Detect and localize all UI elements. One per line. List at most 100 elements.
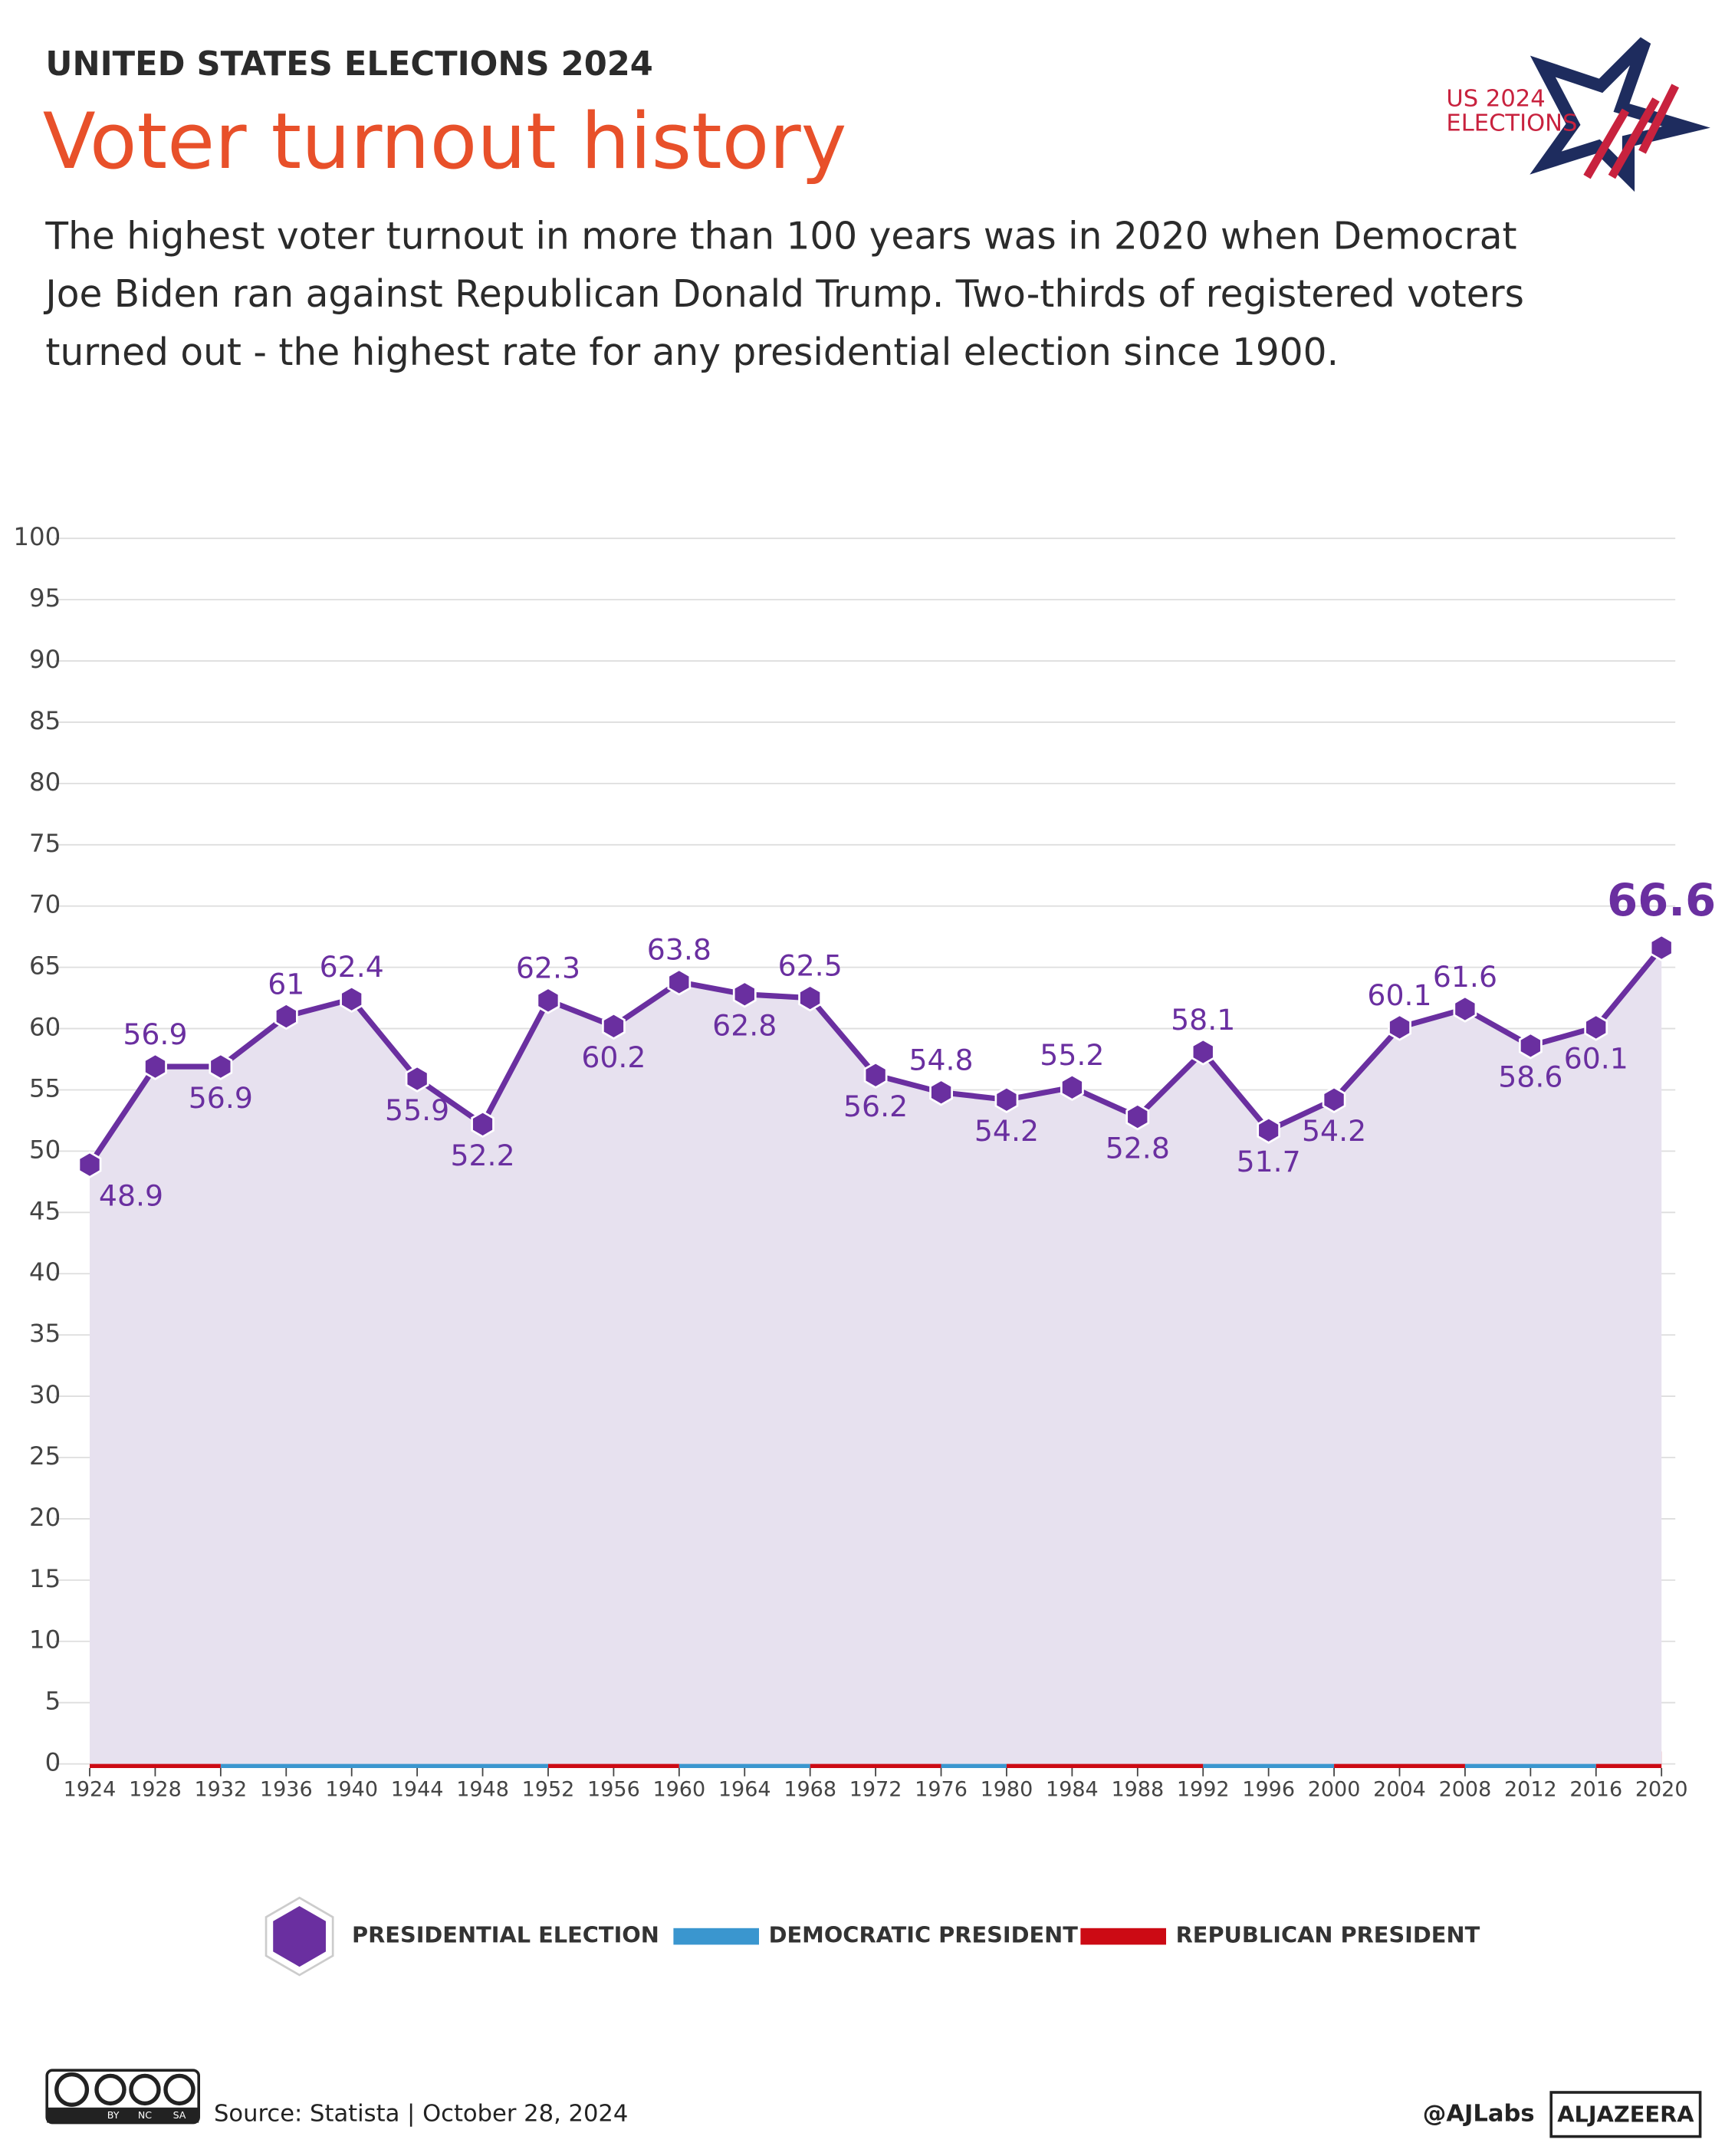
point bbox=[929, 1078, 953, 1106]
x-tick-label: 1936 bbox=[260, 1777, 313, 1801]
point bbox=[1584, 1014, 1608, 1041]
data-label: 48.9 bbox=[99, 1179, 163, 1213]
point bbox=[1388, 1014, 1411, 1041]
x-tick-label: 1992 bbox=[1177, 1777, 1230, 1801]
point bbox=[602, 1012, 626, 1040]
y-tick-label: 0 bbox=[45, 1748, 61, 1777]
data-label: 54.2 bbox=[1302, 1114, 1366, 1148]
x-tick-label: 1968 bbox=[784, 1777, 836, 1801]
point bbox=[1125, 1103, 1150, 1131]
source: Source: Statista | October 28, 2024 bbox=[214, 2100, 628, 2127]
legend-label: REPUBLICAN PRESIDENT bbox=[1176, 1922, 1480, 1948]
y-tick-label: 95 bbox=[29, 583, 61, 613]
data-label: 60.1 bbox=[1564, 1042, 1628, 1076]
data-label: 51.7 bbox=[1237, 1145, 1301, 1178]
x-tick-label: 1960 bbox=[652, 1777, 705, 1801]
y-tick-label: 30 bbox=[29, 1380, 61, 1409]
data-label: 58.6 bbox=[1498, 1060, 1562, 1094]
data-label: 62.4 bbox=[320, 950, 384, 984]
point bbox=[340, 985, 364, 1013]
x-tick-label: 1996 bbox=[1242, 1777, 1295, 1801]
data-label: 54.8 bbox=[909, 1043, 973, 1077]
legend-swatch bbox=[1080, 1928, 1166, 1945]
y-tick-label: 85 bbox=[29, 706, 61, 735]
x-tick-label: 1964 bbox=[718, 1777, 771, 1801]
data-label: 63.8 bbox=[647, 933, 711, 967]
point bbox=[471, 1110, 495, 1139]
x-tick-label: 1940 bbox=[325, 1777, 378, 1801]
x-tick-label: 1984 bbox=[1046, 1777, 1099, 1801]
data-label: 56.9 bbox=[123, 1017, 187, 1051]
logo-text: US 2024 bbox=[1446, 85, 1545, 112]
data-label: 56.9 bbox=[189, 1081, 253, 1115]
data-label: 58.1 bbox=[1171, 1003, 1235, 1037]
point bbox=[1060, 1073, 1084, 1101]
data-label: 55.2 bbox=[1040, 1038, 1104, 1072]
legend-swatch bbox=[673, 1928, 759, 1945]
x-tick-label: 2012 bbox=[1504, 1777, 1557, 1801]
point bbox=[667, 968, 692, 996]
x-tick-label: 1976 bbox=[915, 1777, 968, 1801]
brand: ALJAZEERA bbox=[1557, 2102, 1694, 2128]
y-tick-label: 100 bbox=[13, 522, 61, 551]
x-tick-label: 1944 bbox=[391, 1777, 444, 1801]
data-label: 54.2 bbox=[974, 1114, 1039, 1148]
y-tick-label: 80 bbox=[29, 767, 61, 797]
data-label: 61.6 bbox=[1433, 960, 1497, 994]
point bbox=[1322, 1086, 1346, 1114]
x-tick-label: 1928 bbox=[129, 1777, 182, 1801]
x-tick-label: 1952 bbox=[522, 1777, 575, 1801]
data-label: 52.8 bbox=[1106, 1131, 1170, 1165]
legend-swatch bbox=[273, 1906, 326, 1967]
x-tick-label: 2008 bbox=[1439, 1777, 1492, 1801]
data-label: 62.5 bbox=[778, 949, 843, 983]
cc-icon: BY NC SA bbox=[45, 2069, 200, 2125]
data-label: 66.6 bbox=[1607, 875, 1716, 926]
y-tick-label: 50 bbox=[29, 1135, 61, 1164]
x-tick-label: 1980 bbox=[981, 1777, 1033, 1801]
y-tick-label: 75 bbox=[29, 829, 61, 858]
x-tick-label: 2016 bbox=[1569, 1777, 1622, 1801]
point bbox=[1518, 1032, 1543, 1060]
y-tick-label: 70 bbox=[29, 890, 61, 919]
y-tick-label: 20 bbox=[29, 1503, 61, 1532]
data-label: 60.1 bbox=[1367, 978, 1431, 1012]
subtitle: Joe Biden ran against Republican Donald … bbox=[43, 273, 1524, 316]
data-label: 52.2 bbox=[450, 1139, 514, 1172]
y-tick-label: 60 bbox=[29, 1013, 61, 1042]
x-tick-label: 1972 bbox=[849, 1777, 902, 1801]
x-tick-label: 1924 bbox=[64, 1777, 117, 1801]
legend-label: PRESIDENTIAL ELECTION bbox=[352, 1922, 659, 1948]
chart-title: Voter turnout history bbox=[43, 96, 847, 186]
y-tick-label: 35 bbox=[29, 1319, 61, 1348]
license: BY bbox=[107, 2109, 120, 2121]
point bbox=[1257, 1116, 1280, 1144]
point bbox=[798, 984, 822, 1012]
data-label: 56.2 bbox=[843, 1090, 908, 1123]
data-label: 55.9 bbox=[385, 1093, 449, 1127]
data-label: 62.3 bbox=[516, 951, 580, 985]
area bbox=[90, 948, 1662, 1764]
point bbox=[1649, 934, 1674, 961]
y-tick-label: 10 bbox=[29, 1625, 61, 1655]
point bbox=[143, 1053, 167, 1080]
data-label: 61 bbox=[268, 967, 304, 1001]
x-tick-label: 1956 bbox=[587, 1777, 640, 1801]
y-tick-label: 45 bbox=[29, 1196, 61, 1225]
logo: US 2024 ELECTIONS bbox=[1446, 37, 1710, 192]
point bbox=[77, 1151, 102, 1178]
license: SA bbox=[173, 2109, 186, 2121]
handle: @AJLabs bbox=[1423, 2100, 1535, 2127]
x-tick-label: 1988 bbox=[1111, 1777, 1164, 1801]
license: NC bbox=[138, 2109, 152, 2121]
point bbox=[994, 1086, 1019, 1114]
point bbox=[536, 987, 560, 1014]
brand-box bbox=[1549, 2091, 1702, 2138]
y-tick-label: 5 bbox=[45, 1687, 61, 1716]
x-tick-label: 2020 bbox=[1635, 1777, 1688, 1801]
subtitle: The highest voter turnout in more than 1… bbox=[44, 215, 1516, 258]
point bbox=[405, 1065, 429, 1093]
subtitle: turned out - the highest rate for any pr… bbox=[45, 331, 1339, 374]
point bbox=[1191, 1038, 1215, 1066]
